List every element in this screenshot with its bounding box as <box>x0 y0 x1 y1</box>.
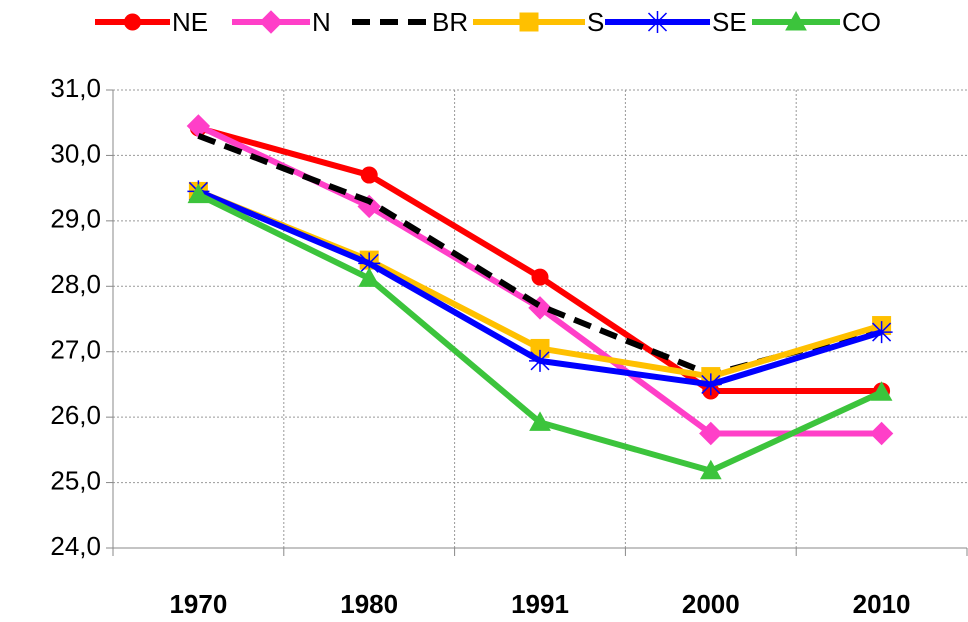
legend-label: NE <box>172 7 208 37</box>
y-tick-label: 27,0 <box>50 335 101 365</box>
y-tick-label: 31,0 <box>50 73 101 103</box>
legend-marker <box>124 13 141 31</box>
y-tick-label: 26,0 <box>50 400 101 430</box>
marker <box>186 114 211 138</box>
y-tick-label: 28,0 <box>50 269 101 299</box>
legend-marker <box>785 10 807 31</box>
marker <box>870 381 893 401</box>
legend-marker <box>259 10 283 34</box>
legend-label: BR <box>432 7 468 37</box>
marker <box>358 267 381 287</box>
legend-item: N <box>232 7 331 37</box>
marker <box>358 252 381 275</box>
marker <box>531 268 549 286</box>
y-tick-label: 25,0 <box>50 465 101 495</box>
series <box>187 180 893 396</box>
y-tick-label: 24,0 <box>50 531 101 561</box>
x-tick-label: 2000 <box>682 589 740 619</box>
marker <box>699 421 723 446</box>
legend-item: SE <box>605 7 747 37</box>
marker <box>360 166 378 184</box>
marker <box>187 183 210 204</box>
legend-item: S <box>473 7 604 37</box>
y-tick-label: 30,0 <box>50 138 101 168</box>
marker <box>870 321 893 344</box>
marker <box>699 373 722 396</box>
marker <box>529 411 551 431</box>
marker <box>529 349 551 372</box>
series <box>187 183 893 480</box>
x-tick-label: 1970 <box>169 589 227 619</box>
marker <box>699 459 722 480</box>
legend-label: S <box>587 7 604 37</box>
x-tick-label: 2010 <box>853 589 911 619</box>
legend-label: CO <box>842 7 881 37</box>
x-tick-label: 1991 <box>511 589 569 619</box>
legend-label: N <box>312 7 331 37</box>
legend-label: SE <box>712 7 747 37</box>
legend-item: NE <box>95 7 208 37</box>
legend-marker <box>519 12 539 32</box>
x-tick-label: 1980 <box>340 589 398 619</box>
legend-item: BR <box>352 7 468 37</box>
y-tick-label: 29,0 <box>50 204 101 234</box>
legend-item: CO <box>752 7 881 37</box>
marker <box>869 421 894 446</box>
legend-marker <box>646 11 669 33</box>
